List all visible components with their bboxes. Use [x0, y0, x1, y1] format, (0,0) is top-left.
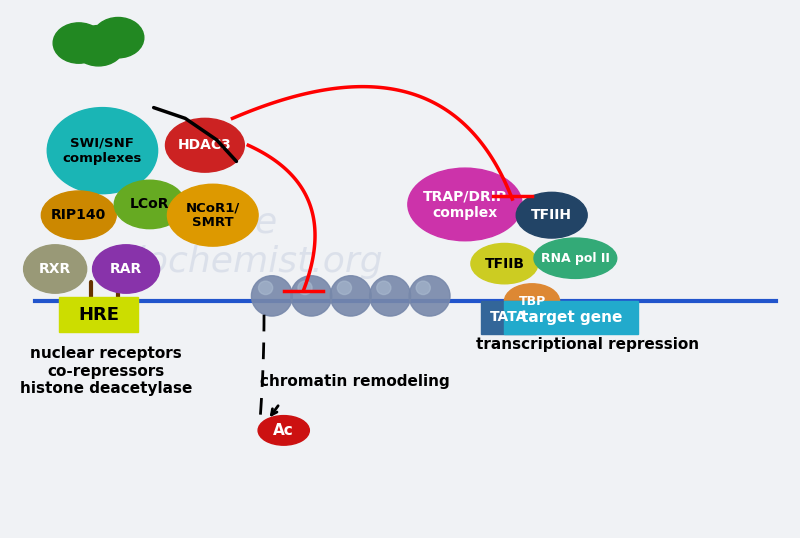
Text: HDAC3: HDAC3	[178, 138, 232, 152]
Ellipse shape	[408, 168, 522, 241]
Ellipse shape	[534, 238, 617, 279]
Text: target gene: target gene	[521, 310, 622, 325]
Text: TFIIB: TFIIB	[485, 257, 525, 271]
Text: RNA pol II: RNA pol II	[541, 252, 610, 265]
Text: HRE: HRE	[78, 306, 119, 324]
Ellipse shape	[298, 281, 312, 295]
Text: SWI/SNF
complexes: SWI/SNF complexes	[62, 137, 142, 165]
Ellipse shape	[93, 18, 144, 58]
Ellipse shape	[167, 184, 258, 246]
Text: nuclear receptors
co-repressors
histone deacetylase: nuclear receptors co-repressors histone …	[20, 346, 193, 396]
FancyBboxPatch shape	[59, 298, 138, 332]
FancyBboxPatch shape	[481, 301, 536, 334]
Ellipse shape	[330, 276, 371, 316]
Ellipse shape	[377, 281, 391, 295]
Ellipse shape	[53, 23, 105, 63]
Ellipse shape	[409, 276, 450, 316]
Text: chromatin remodeling: chromatin remodeling	[260, 374, 450, 390]
Ellipse shape	[338, 281, 351, 295]
Text: RIP140: RIP140	[51, 208, 106, 222]
Ellipse shape	[291, 276, 332, 316]
Ellipse shape	[73, 26, 124, 66]
Ellipse shape	[24, 245, 86, 293]
Ellipse shape	[370, 276, 410, 316]
Text: Ac: Ac	[274, 423, 294, 438]
Ellipse shape	[42, 191, 116, 239]
Text: TBP: TBP	[518, 295, 546, 308]
Text: RAR: RAR	[110, 262, 142, 276]
Text: TATA: TATA	[490, 310, 527, 324]
Text: the
biochemist.org: the biochemist.org	[114, 206, 383, 279]
Ellipse shape	[471, 243, 538, 284]
Ellipse shape	[251, 276, 292, 316]
Text: LCoR: LCoR	[130, 197, 170, 211]
Text: TRAP/DRIP
complex: TRAP/DRIP complex	[423, 189, 507, 220]
Ellipse shape	[516, 193, 587, 238]
Text: RXR: RXR	[39, 262, 71, 276]
Ellipse shape	[505, 284, 559, 318]
Ellipse shape	[258, 415, 310, 445]
Text: transcriptional repression: transcriptional repression	[476, 337, 698, 352]
Ellipse shape	[93, 245, 159, 293]
Ellipse shape	[166, 118, 244, 172]
Text: NCoR1/
SMRT: NCoR1/ SMRT	[186, 201, 240, 229]
Ellipse shape	[114, 180, 185, 229]
Ellipse shape	[47, 108, 158, 194]
Text: TFIIH: TFIIH	[531, 208, 572, 222]
Ellipse shape	[258, 281, 273, 295]
FancyBboxPatch shape	[505, 301, 638, 334]
Ellipse shape	[416, 281, 430, 295]
